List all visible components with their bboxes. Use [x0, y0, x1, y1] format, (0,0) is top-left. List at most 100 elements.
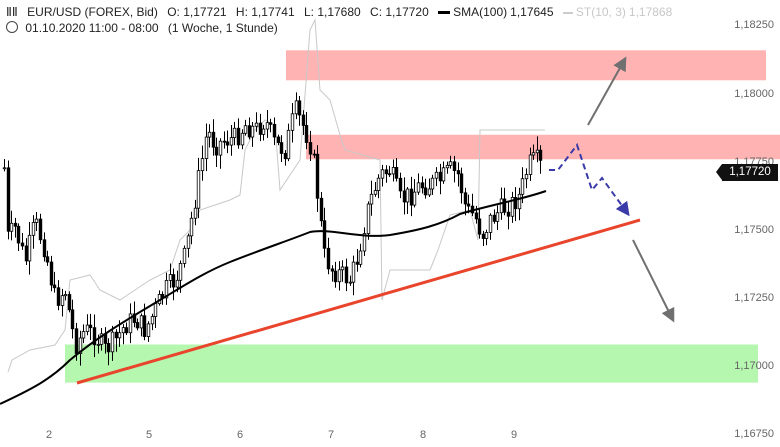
- candle-body: [535, 149, 540, 154]
- low-value: L: 1,17680: [303, 5, 361, 19]
- candle-body: [88, 324, 93, 329]
- candle-body: [218, 140, 223, 156]
- candle-body: [92, 327, 97, 346]
- y-tick: 1,18250: [734, 19, 774, 31]
- candle-body: [261, 128, 266, 135]
- candle-body: [351, 261, 356, 283]
- candle-body: [506, 211, 511, 217]
- candle-body: [412, 191, 417, 206]
- candle-body: [276, 136, 281, 143]
- candle-body: [344, 266, 349, 284]
- projection-path[interactable]: [549, 142, 630, 217]
- candle-body: [358, 250, 363, 265]
- candle-body: [49, 261, 54, 286]
- candle-body: [214, 146, 219, 156]
- support-trendline[interactable]: [76, 218, 641, 385]
- candle-body: [492, 214, 497, 222]
- candlestick-icon[interactable]: ⅡⅡ: [6, 5, 18, 19]
- candle-body: [63, 294, 68, 297]
- candle-body: [502, 198, 507, 213]
- candle-body: [229, 137, 234, 146]
- candle-body: [178, 263, 183, 281]
- candle-body: [524, 174, 529, 180]
- candle-body: [52, 284, 57, 289]
- candle-body: [150, 316, 155, 325]
- candle-body: [290, 113, 295, 131]
- sma-value: 1,17645: [510, 5, 554, 19]
- candle-body: [517, 193, 522, 210]
- candle-body: [74, 328, 79, 354]
- resistance-mid-zone: [306, 134, 780, 160]
- candle-body: [258, 122, 263, 135]
- candle-body: [322, 220, 327, 249]
- candle-body: [434, 171, 439, 179]
- x-tick: 6: [237, 429, 244, 441]
- candle-body: [304, 125, 309, 143]
- candle-body: [139, 315, 144, 329]
- candle-body: [416, 182, 421, 193]
- candle-body: [362, 233, 367, 252]
- candle-body: [531, 152, 536, 156]
- candle-body: [272, 123, 277, 138]
- candle-body: [16, 225, 21, 244]
- x-tick: 5: [146, 429, 153, 441]
- candle-body: [333, 270, 338, 283]
- candle-body: [402, 190, 407, 203]
- candle-body: [513, 197, 518, 210]
- candle-body: [297, 100, 302, 116]
- candle-body: [27, 234, 32, 262]
- candle-body: [56, 287, 61, 306]
- candle-body: [294, 100, 299, 115]
- high-value: H: 1,17741: [235, 5, 295, 19]
- candle-body: [164, 279, 169, 299]
- candle-body: [240, 132, 245, 146]
- y-tick: 1,17250: [734, 292, 774, 304]
- resistance-upper-zone: [286, 50, 766, 81]
- candle-body: [193, 207, 198, 219]
- candle-body: [348, 281, 353, 284]
- candle-body: [96, 343, 101, 346]
- candle-body: [196, 170, 201, 209]
- down-arrow[interactable]: [632, 239, 675, 323]
- candle-body: [38, 218, 43, 241]
- interval-label: (1 Woche, 1 Stunde): [167, 21, 278, 35]
- candle-body: [20, 242, 25, 247]
- sma-legend-icon: [438, 11, 451, 15]
- candle-body: [380, 169, 385, 179]
- candle-body: [114, 331, 119, 339]
- candle-body: [337, 269, 342, 283]
- header-row-2: 01.10.2020 11:00 - 08:00 (1 Woche, 1 Stu…: [6, 21, 284, 35]
- candle-body: [236, 127, 241, 146]
- sma-line: [0, 190, 547, 405]
- candle-body: [405, 188, 410, 203]
- y-tick: 1,16750: [734, 428, 774, 440]
- candle-body: [78, 337, 83, 354]
- candle-body: [376, 177, 381, 191]
- candle-body: [42, 239, 47, 258]
- candle-body: [13, 222, 18, 227]
- candle-body: [466, 203, 471, 207]
- candle-body: [488, 214, 493, 233]
- candle-body: [254, 122, 259, 127]
- candle-body: [315, 153, 320, 199]
- candle-body: [445, 164, 450, 169]
- candle-body: [67, 294, 72, 311]
- candle-body: [106, 343, 111, 353]
- up-arrow[interactable]: [587, 56, 627, 126]
- candle-body: [110, 331, 115, 353]
- candle-body: [99, 333, 104, 345]
- current-price-label: 1,17720: [716, 164, 778, 181]
- candle-body: [394, 167, 399, 179]
- candle-body: [438, 171, 443, 182]
- candle-body: [459, 173, 464, 194]
- symbol-label: EUR/USD (FOREX, Bid): [27, 5, 158, 19]
- candle-body: [499, 198, 504, 214]
- candle-body: [409, 188, 414, 206]
- candle-body: [283, 153, 288, 160]
- candle-body: [211, 131, 216, 148]
- candle-body: [366, 203, 371, 234]
- candle-body: [286, 129, 291, 160]
- candle-body: [70, 309, 75, 330]
- candle-body: [463, 192, 468, 205]
